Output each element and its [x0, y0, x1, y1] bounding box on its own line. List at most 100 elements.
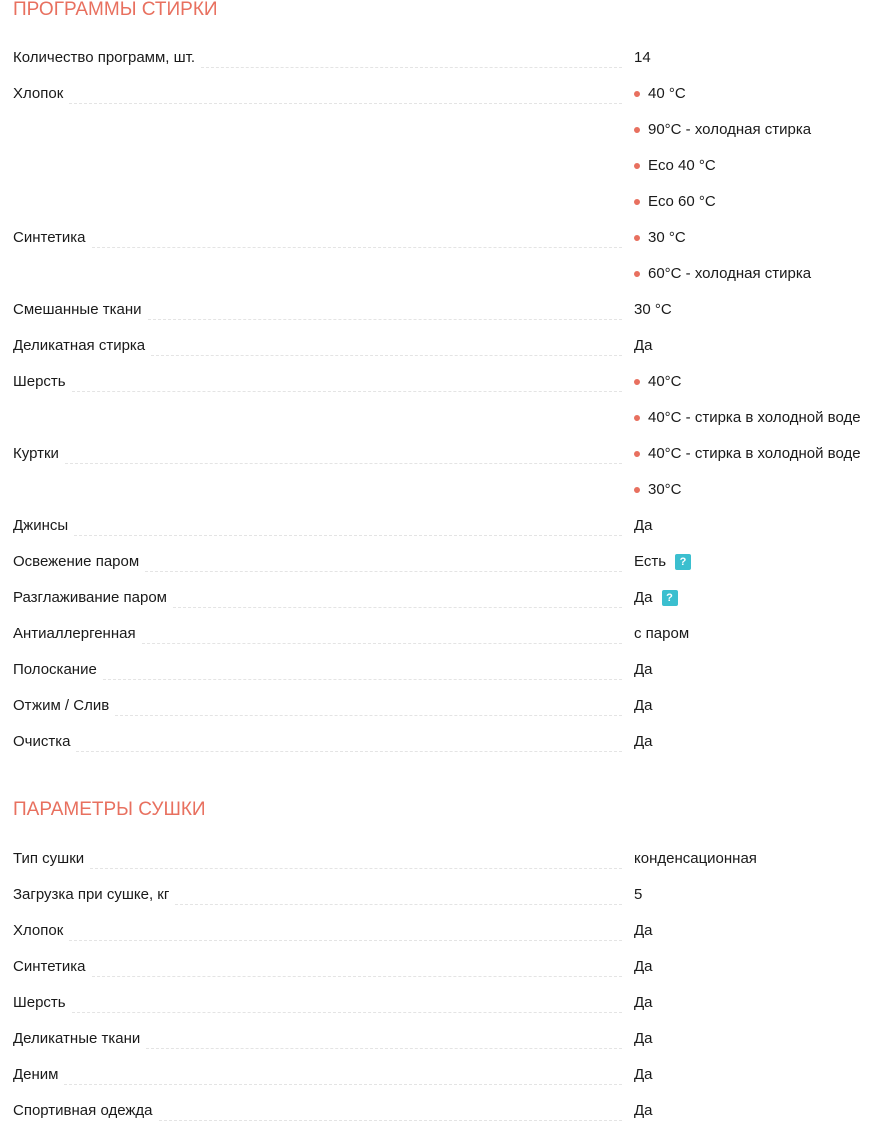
spec-label-wrap: Деним — [13, 1057, 622, 1093]
spec-values: Да — [622, 949, 653, 985]
spec-value: Eco 40 °C — [648, 157, 716, 174]
spec-value-item: Да — [634, 724, 653, 760]
spec-value-item: Да — [634, 1057, 653, 1093]
spec-row: Количество программ, шт. 14 — [13, 40, 889, 76]
spec-row: Тип сушки конденсационная — [13, 841, 889, 877]
spec-label-wrap: Хлопок — [13, 913, 622, 949]
spec-values: Да — [622, 508, 653, 544]
bullet-icon — [634, 235, 640, 241]
dotted-leader — [146, 1021, 622, 1049]
spec-value: Да — [634, 958, 653, 975]
spec-values: 30 °C — [622, 292, 672, 328]
spec-label: Спортивная одежда — [13, 1102, 153, 1119]
spec-label: Синтетика — [13, 958, 86, 975]
spec-value-item: Да — [634, 913, 653, 949]
dotted-leader — [71, 364, 622, 392]
spec-values: Да — [622, 1093, 653, 1129]
spec-value-item: Да — [634, 1093, 653, 1129]
spec-label-wrap: Синтетика — [13, 220, 622, 256]
spec-values: Да — [622, 688, 653, 724]
section-title: ПАРАМЕТРЫ СУШКИ — [13, 799, 206, 820]
spec-value: Да — [634, 661, 653, 678]
spec-value-item: Да — [634, 508, 653, 544]
dotted-leader — [69, 913, 622, 941]
dotted-leader — [201, 40, 622, 68]
dotted-leader — [147, 292, 622, 320]
dotted-leader — [91, 220, 622, 248]
spec-label-wrap: Синтетика — [13, 949, 622, 985]
spec-value-item: 14 — [634, 40, 651, 76]
help-icon[interactable]: ? — [675, 554, 692, 570]
spec-label-wrap: Куртки — [13, 436, 622, 472]
spec-values: 40°C - стирка в холодной воде 30°C — [622, 436, 861, 508]
spec-row: Хлопок Да — [13, 913, 889, 949]
dotted-leader — [69, 76, 622, 104]
spec-label-wrap: Хлопок — [13, 76, 622, 112]
spec-row: Синтетика 30 °C 60°C - холодная стирка — [13, 220, 889, 292]
spec-row: Синтетика Да — [13, 949, 889, 985]
spec-value-item: конденсационная — [634, 841, 757, 877]
spec-values: 40 °C 90°C - холодная стирка Eco 40 °C Eco … — [622, 76, 811, 220]
spec-value-item: Да — [634, 328, 653, 364]
spec-value: 30 °C — [648, 229, 686, 246]
spec-value: 30 °C — [634, 301, 672, 318]
spec-value: 40 °C — [648, 85, 686, 102]
spec-value: Да — [634, 337, 653, 354]
bullet-icon — [634, 163, 640, 169]
spec-row: Полоскание Да — [13, 652, 889, 688]
spec-row: Освежение паром Есть? — [13, 544, 889, 580]
spec-label: Освежение паром — [13, 553, 140, 570]
dotted-leader — [141, 616, 622, 644]
spec-values: конденсационная — [622, 841, 757, 877]
spec-value-item: 40 °C — [634, 76, 811, 112]
spec-value: конденсационная — [634, 850, 757, 867]
spec-values: с паром — [622, 616, 689, 652]
spec-row: Шерсть Да — [13, 985, 889, 1021]
spec-values: 30 °C 60°C - холодная стирка — [622, 220, 811, 292]
help-icon[interactable]: ? — [661, 590, 678, 606]
spec-label-wrap: Деликатная стирка — [13, 328, 622, 364]
spec-value: Да — [634, 994, 653, 1011]
spec-value-item: Да? — [634, 580, 678, 616]
spec-label: Деликатная стирка — [13, 337, 146, 354]
spec-value: с паром — [634, 625, 690, 642]
spec-value-item: Eco 40 °C — [634, 148, 811, 184]
spec-label: Хлопок — [13, 85, 64, 102]
spec-value: Да — [634, 733, 653, 750]
dotted-leader — [158, 1093, 622, 1121]
spec-row: Загрузка при сушке, кг 5 — [13, 877, 889, 913]
spec-value: 60°C - холодная стирка — [648, 265, 812, 282]
spec-value: Да — [634, 1066, 653, 1083]
spec-label-wrap: Антиаллергенная — [13, 616, 622, 652]
spec-value-item: Да — [634, 949, 653, 985]
section-washing-programs: ПРОГРАММЫ СТИРКИ Количество программ, шт… — [13, 0, 889, 760]
spec-label-wrap: Шерсть — [13, 364, 622, 400]
dotted-leader — [91, 949, 622, 977]
spec-label-wrap: Очистка — [13, 724, 622, 760]
dotted-leader — [71, 985, 622, 1013]
bullet-icon — [634, 127, 640, 133]
section-drying-parameters: ПАРАМЕТРЫ СУШКИ Тип сушки конденсационная… — [0, 795, 889, 1129]
spec-row: Деликатные ткани Да — [13, 1021, 889, 1057]
spec-values: 40°C 40°C - стирка в холодной воде — [622, 364, 861, 436]
dotted-leader — [145, 544, 622, 572]
spec-value-item: 60°C - холодная стирка — [634, 256, 811, 292]
spec-label: Антиаллергенная — [13, 625, 136, 642]
spec-value: Да — [634, 697, 653, 714]
spec-value-item: Да — [634, 652, 653, 688]
spec-label-wrap: Освежение паром — [13, 544, 622, 580]
spec-label: Шерсть — [13, 373, 66, 390]
spec-value: Да — [634, 517, 653, 534]
spec-label: Синтетика — [13, 229, 86, 246]
spec-row: Хлопок 40 °C 90°C - холодная стирка Eco 40 … — [13, 76, 889, 220]
bullet-icon — [634, 415, 640, 421]
spec-values: Да? — [622, 580, 678, 616]
spec-label: Полоскание — [13, 661, 97, 678]
spec-row: Разглаживание паром Да? — [13, 580, 889, 616]
dotted-leader — [74, 508, 622, 536]
spec-label: Деликатные ткани — [13, 1030, 141, 1047]
spec-label: Тип сушки — [13, 850, 85, 867]
dotted-leader — [172, 580, 622, 608]
bullet-icon — [634, 91, 640, 97]
spec-value: 14 — [634, 49, 651, 66]
